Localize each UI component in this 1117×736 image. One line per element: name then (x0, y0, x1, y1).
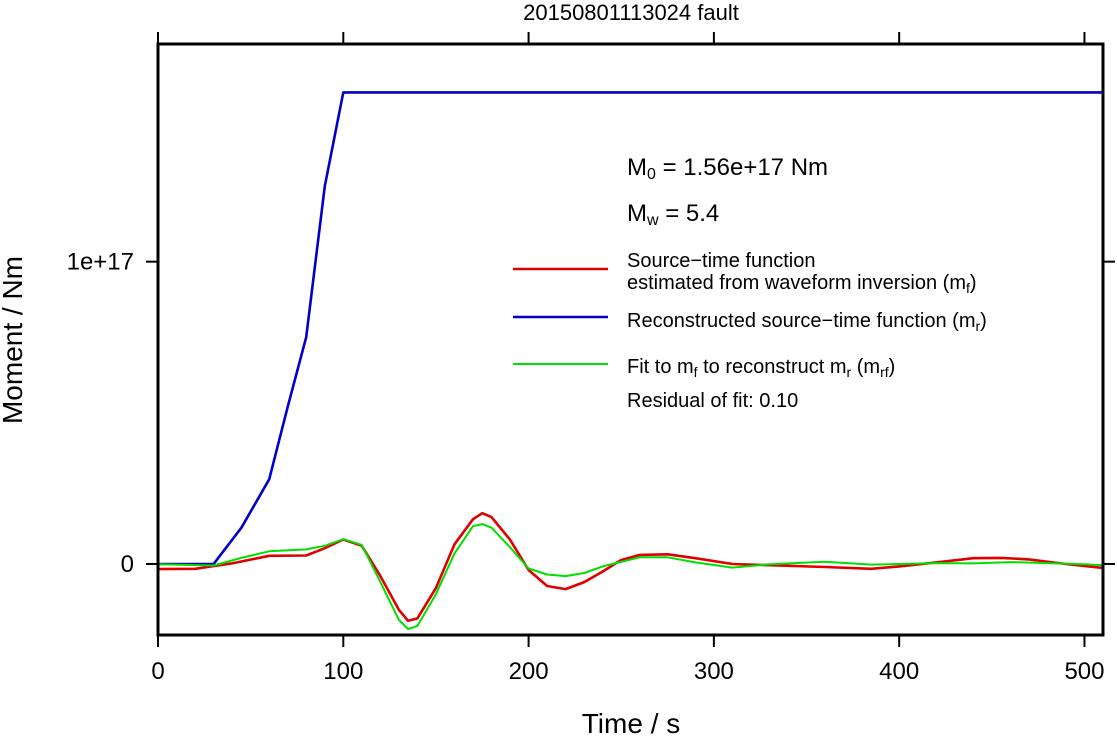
y-tick-label: 1e+17 (67, 249, 134, 276)
x-tick-label: 0 (151, 658, 164, 685)
x-axis-label: Time / s (582, 708, 681, 736)
y-tick-label: 0 (121, 551, 134, 578)
series-line-mrf (157, 523, 1104, 630)
residual-text: Residual of fit: 0.10 (627, 390, 798, 412)
magnitude-annotation: Mw = 5.4 (627, 200, 719, 229)
x-tick-label: 200 (509, 658, 549, 685)
x-tick-label: 300 (694, 658, 734, 685)
data-series-layer (157, 91, 1104, 630)
plot-frame (156, 42, 1105, 637)
x-tick-label: 500 (1064, 658, 1104, 685)
moment-annotation: M0 = 1.56e+17 Nm (627, 154, 828, 183)
legend-label: Reconstructed source−time function (mr) (627, 310, 987, 334)
x-tick-label: 400 (879, 658, 919, 685)
series-line-mr (158, 91, 1103, 566)
annotations: M0 = 1.56e+17 Nm Mw = 5.4 Residual of fit:… (627, 154, 828, 412)
y-axis-label: Moment / Nm (0, 256, 28, 424)
y-axis: 0 1e+17 (67, 249, 1115, 578)
x-axis: 0 100 200 300 400 500 (151, 32, 1104, 685)
x-tick-label: 100 (323, 658, 363, 685)
legend-label: Source−time function (627, 250, 815, 272)
series-line-mf (157, 511, 1104, 623)
legend-label: estimated from waveform inversion (mf) (627, 272, 977, 296)
chart-title: 20150801113024 fault (523, 0, 739, 25)
legend-label: Fit to mf to reconstruct mr (mrf) (627, 356, 895, 380)
